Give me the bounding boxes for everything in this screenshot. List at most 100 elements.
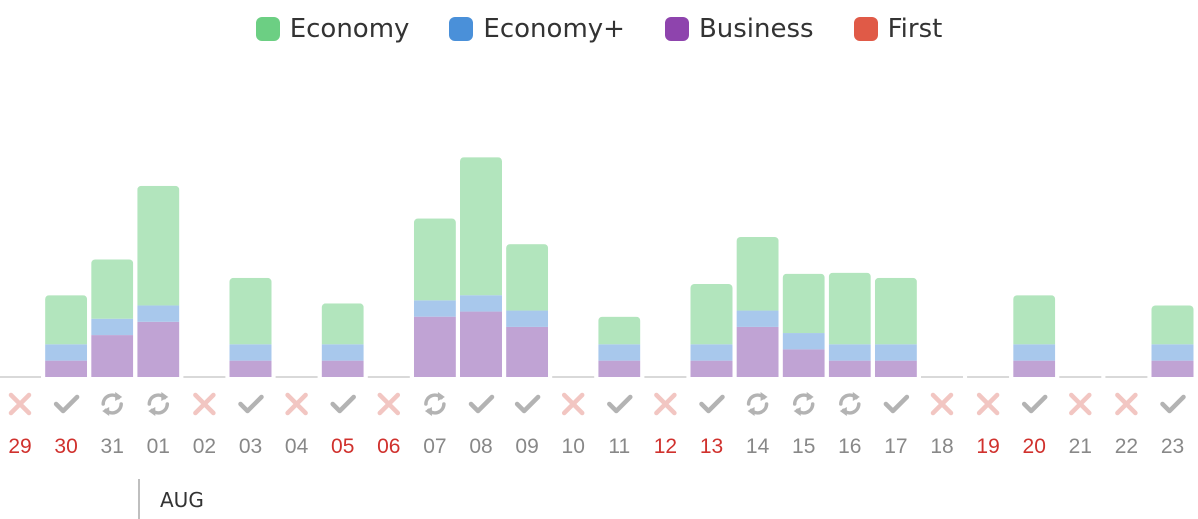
legend-item-economy-plus[interactable]: Economy+ xyxy=(449,14,625,44)
x-tick-label: 10 xyxy=(562,435,585,458)
x-tick-label: 03 xyxy=(239,435,262,458)
cross-icon xyxy=(193,392,216,416)
bar-segment-business xyxy=(1151,360,1194,377)
legend-label-economy-plus: Economy+ xyxy=(483,14,625,44)
x-tick-label: 20 xyxy=(1023,435,1046,458)
legend-swatch-first xyxy=(853,17,878,41)
x-tick-label: 29 xyxy=(8,435,31,458)
x-tick-label: 23 xyxy=(1161,435,1184,458)
bar-segment-business xyxy=(782,349,825,377)
bar-stack xyxy=(1013,295,1056,377)
sync-icon-arrow-bottom xyxy=(148,407,156,416)
x-tick-label: 07 xyxy=(423,435,446,458)
bar-stack xyxy=(45,295,88,377)
cross-icon xyxy=(285,392,308,416)
bar-stack xyxy=(690,283,733,377)
bar-segment-business xyxy=(598,360,641,377)
legend-swatch-economy xyxy=(255,17,280,41)
check-icon xyxy=(330,394,356,414)
x-tick-label: 01 xyxy=(147,435,170,458)
cross-icon xyxy=(654,392,677,416)
bar-segment-economy xyxy=(690,283,733,345)
cross-icon xyxy=(1115,392,1138,416)
bar-segment-economy xyxy=(874,277,917,345)
bar-segment-business xyxy=(321,360,364,377)
bar-segment-economy-plus xyxy=(1013,344,1056,361)
legend-item-first[interactable]: First xyxy=(853,14,942,44)
bar-stack xyxy=(782,273,825,377)
bar-segment-economy xyxy=(506,244,549,311)
sync-icon-arrow-bottom xyxy=(424,407,432,416)
bar-segment-economy xyxy=(1151,305,1194,345)
sync-icon-arrow-bottom xyxy=(793,407,801,416)
x-tick-label: 08 xyxy=(469,435,492,458)
bar-segment-business xyxy=(690,360,733,377)
sync-icon-arrow-top xyxy=(806,392,814,401)
x-tick-label: 17 xyxy=(884,435,907,458)
sync-icon-arrow-top xyxy=(161,392,169,401)
bar-stack xyxy=(1151,305,1194,377)
x-tick-label: 14 xyxy=(746,435,770,458)
legend-label-economy: Economy xyxy=(289,14,410,44)
sync-icon-arrow-top xyxy=(115,392,123,401)
bar-segment-business xyxy=(229,360,272,377)
check-icon xyxy=(699,394,725,414)
bar-stack xyxy=(460,157,502,377)
bar-segment-economy xyxy=(45,295,88,345)
legend-item-business[interactable]: Business xyxy=(664,14,814,44)
bar-segment-business xyxy=(1013,360,1056,377)
bar-stack xyxy=(736,236,779,377)
bar-segment-economy-plus xyxy=(321,344,364,361)
x-tick-label: 19 xyxy=(976,435,999,458)
sync-icon xyxy=(424,392,446,416)
bar-segment-economy xyxy=(460,157,502,296)
cross-icon xyxy=(377,392,401,416)
sync-icon xyxy=(792,392,815,416)
x-tick-label: 16 xyxy=(838,435,861,458)
bar-segment-economy-plus xyxy=(91,318,134,336)
bar-stack xyxy=(137,185,180,377)
bar-segment-business xyxy=(460,311,502,377)
check-icon xyxy=(1021,394,1048,414)
month-label: AUG xyxy=(160,488,204,512)
bar-segment-economy-plus xyxy=(598,344,641,361)
cross-icon xyxy=(561,392,585,416)
cross-icon xyxy=(976,392,1000,416)
bar-segment-economy-plus xyxy=(229,344,272,361)
chart-legend: Economy Economy+ Business First xyxy=(0,14,1198,44)
bar-segment-economy-plus xyxy=(828,344,871,361)
x-tick-label: 12 xyxy=(654,435,677,458)
bar-segment-economy-plus xyxy=(506,310,549,327)
bar-stack xyxy=(506,244,549,377)
sync-icon xyxy=(147,392,170,416)
x-tick-label: 11 xyxy=(608,435,630,458)
bar-stack xyxy=(229,277,272,377)
bar-segment-business xyxy=(828,360,871,377)
legend-item-economy[interactable]: Economy xyxy=(255,14,410,44)
check-icon xyxy=(1160,394,1186,414)
bar-stack xyxy=(874,277,917,377)
legend-swatch-economy-plus xyxy=(449,17,474,41)
bar-segment-economy xyxy=(413,218,456,301)
month-divider xyxy=(138,479,140,519)
bar-segment-economy-plus xyxy=(736,310,779,327)
sync-icon-arrow-top xyxy=(852,392,860,401)
bar-segment-business xyxy=(736,326,779,377)
bar-segment-economy-plus xyxy=(413,300,456,317)
check-icon xyxy=(53,394,80,414)
bar-stack xyxy=(413,218,456,377)
bar-segment-business xyxy=(91,335,134,377)
bar-segment-business xyxy=(45,360,88,377)
bar-segment-economy xyxy=(1013,295,1056,345)
check-icon xyxy=(468,394,495,414)
bar-stack xyxy=(91,259,134,377)
x-tick-label: 02 xyxy=(193,435,216,458)
x-tick-label: 30 xyxy=(54,435,77,458)
x-tick-label: 31 xyxy=(101,435,124,458)
bar-segment-economy-plus xyxy=(460,295,502,312)
bar-stack xyxy=(321,303,364,377)
x-tick-label: 09 xyxy=(515,435,538,458)
bar-segment-economy xyxy=(598,316,641,345)
bar-segment-economy-plus xyxy=(782,333,825,350)
cross-icon xyxy=(1069,392,1092,416)
